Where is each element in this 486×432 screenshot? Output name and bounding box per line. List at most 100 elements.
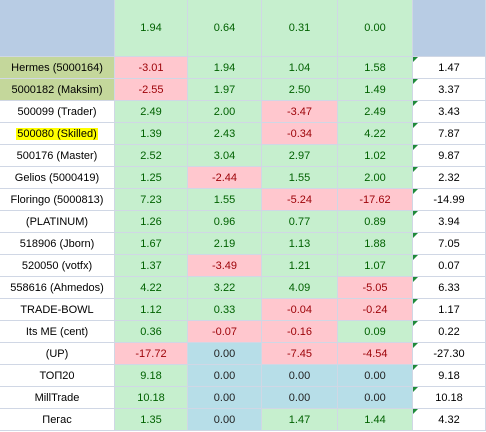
value-cell-text: 1.94	[213, 61, 236, 74]
row-name-text: (PLATINUM)	[25, 215, 89, 228]
value-cell-text: 1.47	[288, 413, 311, 426]
value-cell: 0.33	[188, 299, 262, 321]
value-cell-text: 1.02	[364, 149, 386, 162]
value-cell-text: 1.25	[140, 171, 162, 184]
total-cell: -27.30	[413, 343, 486, 365]
value-cell-text: 0.96	[213, 215, 236, 228]
total-cell-text: 0.07	[438, 259, 460, 272]
total-cell-text: 3.94	[438, 215, 460, 228]
value-cell-text: 7.23	[140, 193, 162, 206]
value-cell-text: 4.22	[140, 281, 162, 294]
value-cell: -3.49	[188, 255, 262, 277]
total-cell: 0.22	[413, 321, 486, 343]
value-cell-text: 1.12	[140, 303, 162, 316]
total-cell-text: 0.22	[438, 325, 460, 338]
row-name: 500080 (Skilled)	[0, 123, 115, 145]
value-cell-text: 1.35	[140, 413, 162, 426]
value-cell: 1.88	[338, 233, 413, 255]
value-cell: 2.00	[338, 167, 413, 189]
row-name-text: Gelios (5000419)	[14, 171, 100, 184]
value-cell-text: 0.36	[140, 325, 162, 338]
row-name: (PLATINUM)	[0, 211, 115, 233]
value-cell: 1.47	[262, 409, 338, 431]
value-cell-text: 0.00	[213, 369, 236, 382]
row-name-text: Floringo (5000813)	[10, 193, 104, 206]
value-cell: -5.05	[338, 277, 413, 299]
value-cell-text: 2.43	[213, 127, 236, 140]
total-cell-text: 4.32	[438, 413, 460, 426]
value-cell: -17.62	[338, 189, 413, 211]
value-cell: 0.00	[188, 409, 262, 431]
header-value: 0.64	[188, 0, 262, 57]
value-cell: -5.24	[262, 189, 338, 211]
value-cell-text: 1.21	[288, 259, 311, 272]
value-cell-text: 2.00	[364, 171, 386, 184]
value-cell-text: -17.62	[359, 193, 391, 206]
row-name: MillTrade	[0, 387, 115, 409]
value-cell-text: 1.55	[288, 171, 311, 184]
row-name-text: 500176 (Master)	[16, 149, 98, 162]
total-cell: 3.43	[413, 101, 486, 123]
value-cell: -17.72	[115, 343, 188, 365]
value-cell-text: 1.49	[364, 83, 386, 96]
value-cell: 3.04	[188, 145, 262, 167]
total-cell: 1.47	[413, 57, 486, 79]
total-cell-text: -14.99	[433, 193, 465, 206]
value-cell: -0.34	[262, 123, 338, 145]
value-cell-text: 3.04	[213, 149, 236, 162]
value-cell-text: -3.01	[138, 61, 164, 74]
value-cell-text: -0.34	[286, 127, 313, 140]
row-name-text: Hermes (5000164)	[11, 61, 103, 74]
row-name-text: 518906 (Jborn)	[19, 237, 95, 250]
value-cell-text: -7.45	[286, 347, 313, 360]
header-value-text: 0.31	[288, 22, 311, 34]
value-cell: 2.50	[262, 79, 338, 101]
value-cell: 0.00	[188, 343, 262, 365]
total-cell: 3.94	[413, 211, 486, 233]
value-cell: -3.01	[115, 57, 188, 79]
value-cell-text: 1.26	[140, 215, 162, 228]
total-cell: 1.17	[413, 299, 486, 321]
value-cell: 1.58	[338, 57, 413, 79]
value-cell: -2.55	[115, 79, 188, 101]
value-cell: 0.96	[188, 211, 262, 233]
value-cell-text: 0.00	[213, 347, 236, 360]
row-name-text: TRADE-BOWL	[20, 303, 94, 316]
value-cell-text: 1.37	[140, 259, 162, 272]
row-name-text: 558616 (Ahmedos)	[10, 281, 104, 294]
value-cell: 4.22	[338, 123, 413, 145]
total-cell: 2.32	[413, 167, 486, 189]
value-cell-text: -17.72	[135, 347, 167, 360]
row-name: Пегас	[0, 409, 115, 431]
value-cell-text: 1.58	[364, 61, 386, 74]
value-cell: 0.36	[115, 321, 188, 343]
value-cell-text: -2.55	[138, 83, 164, 96]
value-cell: 0.77	[262, 211, 338, 233]
header-value: 0.00	[338, 0, 413, 57]
header-value: 0.31	[262, 0, 338, 57]
total-cell-text: 7.87	[438, 127, 460, 140]
value-cell: 2.19	[188, 233, 262, 255]
total-cell: 7.05	[413, 233, 486, 255]
value-cell-text: 2.00	[213, 105, 236, 118]
header-corner	[0, 0, 115, 57]
value-cell-text: 1.13	[288, 237, 311, 250]
value-cell: 3.22	[188, 277, 262, 299]
value-cell-text: 0.00	[213, 391, 236, 404]
value-cell: 0.00	[338, 365, 413, 387]
value-cell-text: -4.54	[362, 347, 388, 360]
value-cell: 0.00	[262, 387, 338, 409]
value-cell: -0.24	[338, 299, 413, 321]
value-cell-text: 9.18	[140, 369, 162, 382]
value-cell-text: 3.22	[213, 281, 236, 294]
value-cell-text: 1.55	[213, 193, 236, 206]
total-cell: 7.87	[413, 123, 486, 145]
value-cell-text: -0.07	[211, 325, 238, 338]
row-name-text: ТОП20	[39, 369, 75, 382]
value-cell: 0.00	[188, 387, 262, 409]
value-cell-text: 0.00	[364, 391, 386, 404]
value-cell: 9.18	[115, 365, 188, 387]
value-cell: 1.94	[188, 57, 262, 79]
value-cell: 1.44	[338, 409, 413, 431]
